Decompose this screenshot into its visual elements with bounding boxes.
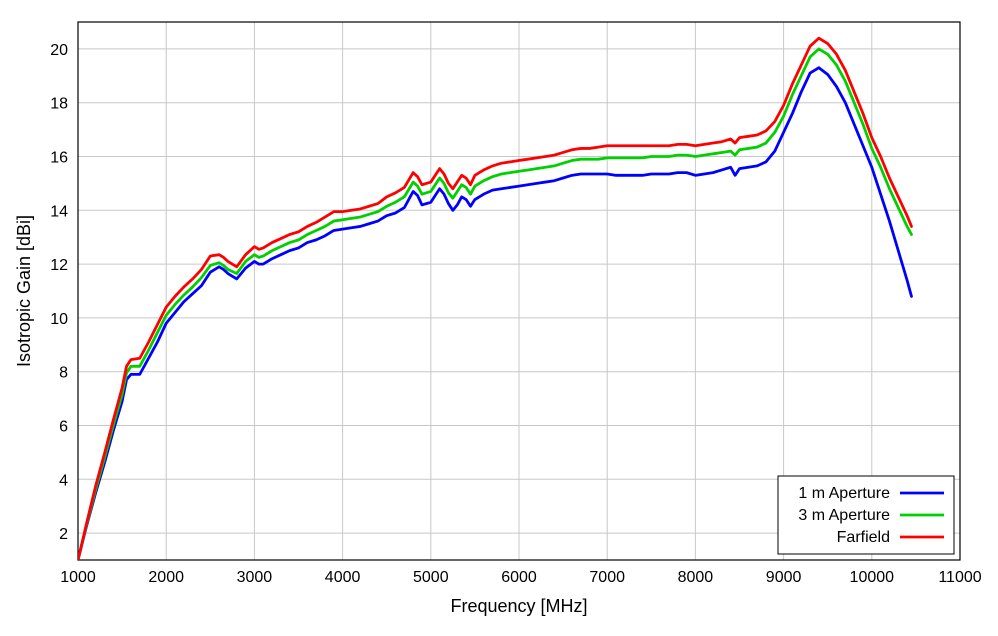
svg-text:16: 16 (50, 150, 68, 167)
svg-text:4000: 4000 (325, 569, 361, 586)
svg-text:10: 10 (50, 311, 68, 328)
legend-label-2: Farfield (837, 529, 890, 546)
svg-text:10000: 10000 (850, 569, 895, 586)
svg-text:6000: 6000 (501, 569, 537, 586)
legend-label-1: 3 m Aperture (798, 507, 890, 524)
svg-text:18: 18 (50, 96, 68, 113)
legend: 1 m Aperture 3 m Aperture Farfield (778, 476, 954, 554)
svg-text:2000: 2000 (148, 569, 184, 586)
svg-text:7000: 7000 (589, 569, 625, 586)
svg-text:4: 4 (59, 472, 68, 489)
gain-vs-frequency-chart: 1000 2000 3000 4000 5000 6000 7000 8000 9000 1000… (0, 0, 998, 636)
svg-text:5000: 5000 (413, 569, 449, 586)
svg-text:9000: 9000 (766, 569, 802, 586)
svg-text:1000: 1000 (60, 569, 96, 586)
svg-text:12: 12 (50, 257, 68, 274)
svg-text:11000: 11000 (938, 569, 981, 586)
legend-label-0: 1 m Aperture (798, 485, 890, 502)
svg-text:8000: 8000 (678, 569, 714, 586)
svg-text:3000: 3000 (237, 569, 273, 586)
svg-text:20: 20 (50, 42, 68, 59)
y-axis-label: Isotropic Gain [dBi] (14, 215, 34, 367)
svg-text:8: 8 (59, 365, 68, 382)
x-axis-label: Frequency [MHz] (450, 596, 587, 616)
svg-text:2: 2 (59, 526, 68, 543)
svg-text:14: 14 (50, 203, 68, 220)
svg-text:6: 6 (59, 419, 68, 436)
